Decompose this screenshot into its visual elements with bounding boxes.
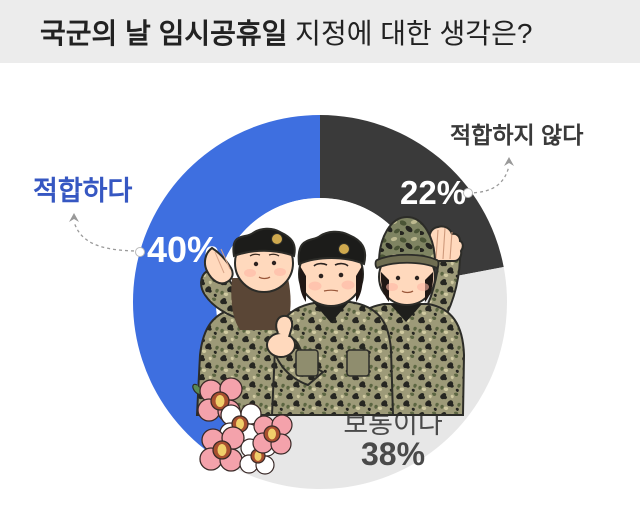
svg-text:적합하다: 적합하다 [33, 176, 133, 206]
svg-text:22%: 22% [400, 174, 466, 211]
svg-text:적합하지 않다: 적합하지 않다 [450, 122, 583, 148]
svg-text:38%: 38% [361, 436, 425, 472]
